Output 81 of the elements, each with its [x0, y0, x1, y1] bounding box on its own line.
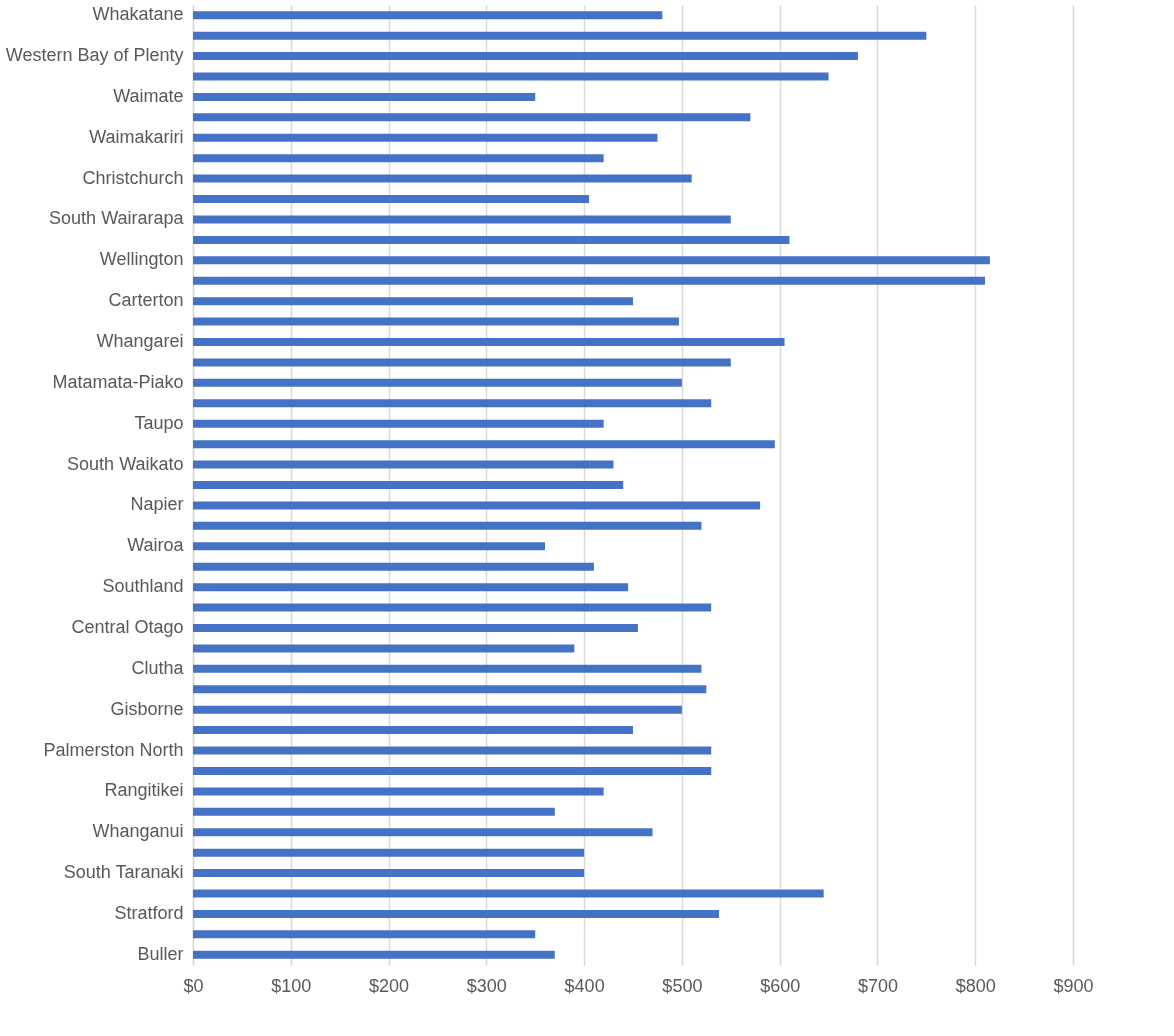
- y-tick-label: Rangitikei: [104, 780, 184, 801]
- y-tick-label: Wellington: [99, 249, 184, 270]
- bar: [193, 440, 775, 449]
- bar: [193, 583, 629, 592]
- y-tick-label: Waimakariri: [89, 126, 184, 147]
- bar: [193, 133, 658, 142]
- x-tick-label: $400: [564, 975, 605, 996]
- bar: [193, 460, 614, 469]
- x-tick-label: $500: [662, 975, 703, 996]
- y-tick-label: Christchurch: [82, 167, 184, 188]
- bar: [193, 930, 536, 939]
- y-tick-label: Southland: [102, 576, 184, 597]
- bar: [193, 11, 663, 20]
- y-tick-label: Taupo: [134, 412, 184, 433]
- bar: [193, 317, 679, 326]
- bar: [193, 705, 682, 714]
- bar: [193, 481, 624, 489]
- y-tick-label: Whanganui: [92, 821, 184, 842]
- y-tick-label: Stratford: [114, 902, 184, 923]
- x-tick-label: $800: [955, 975, 996, 996]
- bar: [193, 378, 682, 387]
- bar: [193, 787, 604, 796]
- bar: [193, 419, 604, 428]
- bar: [193, 358, 731, 367]
- y-tick-label: Clutha: [131, 657, 185, 678]
- bar: [193, 664, 702, 673]
- bar: [193, 235, 790, 244]
- y-tick-label: Matamata-Piako: [52, 371, 184, 392]
- bar: [193, 297, 633, 306]
- bar: [193, 644, 575, 653]
- bar: [193, 276, 985, 285]
- y-tick-label: Napier: [130, 494, 184, 515]
- bar: [193, 542, 545, 551]
- bar: [193, 256, 990, 265]
- x-tick-label: $100: [271, 975, 312, 996]
- bar: [193, 909, 720, 918]
- bar: [193, 889, 824, 898]
- x-tick-label: $600: [760, 975, 801, 996]
- bar: [193, 950, 555, 959]
- y-tick-label: Wairoa: [127, 535, 185, 556]
- bar: [193, 848, 585, 857]
- x-tick-label: $700: [857, 975, 898, 996]
- bar: [193, 195, 589, 204]
- bar: [193, 154, 604, 163]
- bar: [193, 52, 858, 61]
- bar: [193, 113, 751, 122]
- bar: [193, 399, 712, 408]
- bar: [193, 338, 785, 347]
- bar: [193, 501, 761, 510]
- bar: [193, 726, 633, 735]
- bar: [193, 92, 536, 101]
- y-tick-label: South Waikato: [67, 453, 184, 474]
- y-tick-label: Central Otago: [71, 616, 184, 637]
- bar: [193, 746, 712, 755]
- y-tick-label: Gisborne: [110, 698, 184, 719]
- bar: [193, 72, 829, 81]
- y-tick-label: Buller: [137, 943, 184, 964]
- bar: [193, 174, 692, 183]
- y-tick-label: South Taranaki: [63, 862, 184, 883]
- bar: [193, 869, 585, 878]
- x-tick-label: $300: [466, 975, 507, 996]
- x-tick-label: $0: [183, 975, 204, 996]
- y-tick-label: Whakatane: [92, 4, 184, 25]
- x-tick-label: $900: [1053, 975, 1094, 996]
- y-tick-label: Western Bay of Plenty: [5, 45, 184, 66]
- bar: [193, 623, 638, 632]
- x-tick-label: $200: [369, 975, 410, 996]
- bar: [193, 603, 712, 612]
- bar: [193, 521, 702, 530]
- bar: [193, 766, 712, 775]
- bar: [193, 215, 731, 224]
- y-tick-label: Whangarei: [96, 331, 184, 352]
- bar: [193, 31, 927, 40]
- bar: [193, 828, 653, 837]
- y-tick-label: Carterton: [108, 290, 184, 311]
- y-tick-label: Palmerston North: [43, 739, 184, 760]
- bar: [193, 807, 555, 816]
- bar: [193, 685, 707, 694]
- bar: [193, 562, 594, 571]
- y-tick-label: South Wairarapa: [49, 208, 185, 229]
- y-tick-label: Waimate: [113, 85, 184, 106]
